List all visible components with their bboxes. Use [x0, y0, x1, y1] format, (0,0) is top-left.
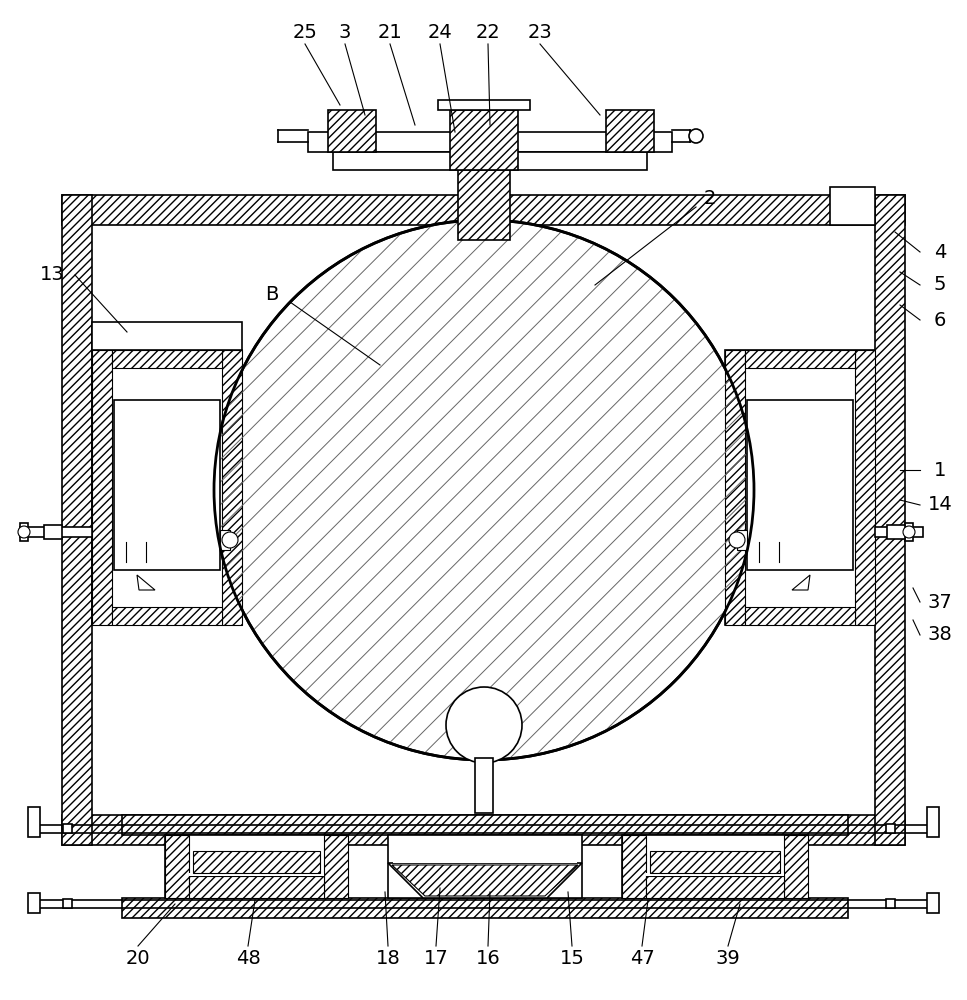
Text: 14: 14	[927, 495, 952, 514]
Text: 13: 13	[40, 265, 65, 284]
Bar	[112, 350, 222, 368]
Text: 3: 3	[338, 22, 351, 41]
Text: 47: 47	[630, 948, 655, 968]
Bar	[62, 815, 905, 845]
Bar	[458, 162, 510, 240]
Text: 5: 5	[934, 275, 947, 294]
Bar	[830, 187, 875, 225]
Bar	[189, 873, 324, 876]
Text: 23: 23	[528, 22, 552, 41]
Bar	[308, 132, 672, 152]
Bar	[745, 350, 855, 368]
Bar	[646, 873, 784, 876]
Bar	[165, 835, 348, 898]
Bar	[28, 807, 40, 837]
Bar	[28, 893, 40, 913]
Text: B: B	[265, 286, 278, 304]
Bar	[475, 758, 493, 813]
Polygon shape	[792, 575, 810, 590]
Text: 21: 21	[378, 22, 402, 41]
Bar	[222, 350, 242, 625]
Bar	[92, 225, 875, 815]
Text: 15: 15	[560, 948, 584, 968]
Bar	[622, 835, 808, 898]
Bar	[62, 195, 905, 225]
Bar	[450, 110, 518, 170]
Text: 24: 24	[427, 22, 453, 41]
Bar	[438, 100, 530, 110]
Bar	[62, 195, 92, 845]
Bar	[333, 152, 647, 170]
Bar	[927, 807, 939, 837]
Circle shape	[689, 129, 703, 143]
Bar	[886, 824, 895, 833]
Text: 2: 2	[704, 188, 717, 208]
Text: 37: 37	[927, 592, 952, 611]
Bar	[328, 110, 376, 152]
Circle shape	[18, 526, 30, 538]
Bar	[92, 350, 112, 625]
Text: 1: 1	[934, 460, 946, 480]
Text: 6: 6	[934, 310, 946, 330]
Text: 39: 39	[716, 948, 741, 968]
Circle shape	[446, 687, 522, 763]
Text: 22: 22	[476, 22, 500, 41]
Text: 17: 17	[424, 948, 449, 968]
Text: 20: 20	[126, 948, 150, 968]
Bar	[122, 815, 848, 835]
Bar	[114, 400, 220, 570]
Text: 25: 25	[293, 22, 317, 41]
Circle shape	[903, 526, 915, 538]
Bar	[875, 195, 905, 845]
Bar	[20, 523, 28, 541]
Bar	[875, 527, 923, 537]
Bar	[220, 530, 230, 550]
Bar	[855, 350, 875, 625]
Bar	[606, 110, 654, 152]
Bar	[745, 607, 855, 625]
Bar	[393, 855, 577, 863]
Text: 18: 18	[375, 948, 400, 968]
Bar	[122, 898, 848, 918]
Bar	[725, 350, 875, 625]
Bar	[886, 899, 895, 908]
Bar	[725, 350, 745, 625]
Bar	[927, 893, 939, 913]
Text: 16: 16	[476, 948, 500, 968]
Circle shape	[214, 220, 754, 760]
Bar	[44, 525, 62, 539]
Bar	[63, 824, 72, 833]
Bar	[189, 876, 324, 898]
Bar	[165, 835, 189, 898]
Bar	[388, 835, 582, 898]
Bar	[92, 350, 242, 625]
Bar	[324, 835, 348, 898]
Polygon shape	[137, 575, 155, 590]
Bar	[747, 400, 853, 570]
Bar	[20, 527, 92, 537]
Bar	[737, 530, 747, 550]
Text: 38: 38	[927, 626, 952, 645]
Bar	[784, 835, 808, 898]
Bar	[63, 899, 72, 908]
Circle shape	[729, 532, 745, 548]
Bar	[887, 525, 905, 539]
Circle shape	[222, 532, 238, 548]
Bar	[905, 523, 913, 541]
Bar	[92, 322, 242, 350]
Text: 48: 48	[236, 948, 260, 968]
Bar	[646, 876, 784, 898]
Bar	[650, 851, 780, 873]
Bar	[193, 851, 320, 873]
Polygon shape	[388, 863, 582, 898]
Bar	[112, 607, 222, 625]
Bar	[622, 835, 646, 898]
Text: 4: 4	[934, 242, 946, 261]
